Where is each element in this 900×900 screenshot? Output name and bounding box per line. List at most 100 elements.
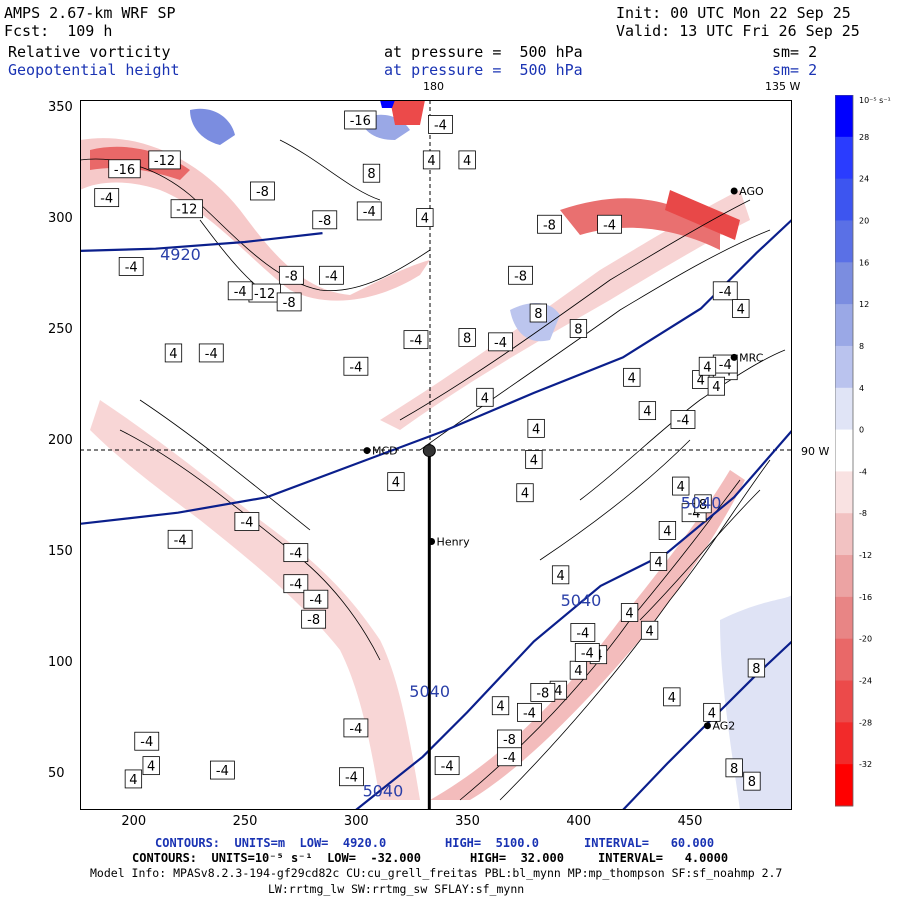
vorticity-label-box [517, 702, 542, 722]
colorbar-level-label: 4 [859, 384, 864, 393]
vorticity-label: 4 [640, 620, 659, 640]
vorticity-label: 4 [458, 150, 476, 170]
colorbar-level-label: 12 [859, 300, 869, 309]
vorticity-label-text: -4 [581, 646, 594, 661]
vorticity-positive-upper-left [190, 108, 235, 145]
vorticity-label-text: -4 [676, 414, 689, 429]
station-marker-mcd [363, 447, 371, 455]
vorticity-label: -4 [209, 760, 235, 780]
vorticity-label: 4 [672, 476, 690, 496]
vorticity-label-box [227, 281, 253, 301]
vorticity-label-box [620, 603, 639, 622]
vorticity-label: 4 [569, 660, 588, 680]
vorticity-label: -8 [276, 292, 302, 312]
colorbar-level-label: 0 [859, 426, 864, 435]
vorticity-label-box [663, 687, 681, 707]
height-contour-label: 4920 [160, 245, 201, 264]
vorticity-label-box [488, 332, 513, 352]
station-label-henry: Henry [437, 536, 471, 549]
vorticity-label-text: -4 [289, 578, 302, 593]
colorbar-level-label: 28 [859, 133, 869, 142]
vorticity-label: -8 [537, 214, 562, 234]
vorticity-label: 4 [663, 687, 681, 707]
vorticity-label: -4 [681, 503, 707, 523]
vorticity-label-box [344, 110, 377, 130]
x-tick-label: 350 [455, 814, 480, 829]
vorticity-label: -8 [508, 265, 533, 285]
x-tick-label: 250 [232, 814, 258, 829]
vorticity-label: -4 [339, 767, 364, 787]
vorticity-label-text: -8 [318, 214, 331, 229]
vorticity-label-box [672, 476, 690, 496]
vorticity-label: -4 [403, 330, 429, 350]
vorticity-label: -4 [343, 356, 369, 376]
colorbar-swatch [835, 220, 853, 263]
vorticity-label: 4 [416, 208, 434, 227]
vorticity-label: -4 [488, 332, 513, 352]
vorticity-label: -4 [283, 574, 309, 594]
vorticity-label-text: -4 [240, 516, 253, 531]
y-tick-label: 200 [48, 432, 73, 448]
vorticity-label-box [712, 281, 738, 301]
colorbar-swatch [835, 471, 853, 514]
vorticity-core-top-blue [380, 100, 395, 108]
vorticity-label-box [458, 328, 476, 347]
vorticity-label-text: -4 [349, 722, 362, 737]
vorticity-label-box [209, 760, 235, 780]
colorbar-level-label: -28 [859, 718, 872, 727]
vorticity-label-text: 4 [737, 303, 745, 318]
vorticity-label-box [597, 214, 622, 234]
vorticity-label-text: 4 [532, 422, 540, 437]
footer-vorticity-contours: CONTOURS: UNITS=10⁻⁵ s⁻¹ LOW= -32.000 [132, 851, 421, 865]
station-label-ago: AGO [739, 185, 764, 198]
vorticity-core-top [390, 100, 425, 125]
pressure-level-height: at pressure = 500 hPa [384, 61, 583, 79]
vorticity-label-text: 4 [169, 347, 177, 362]
vorticity-label-text: -4 [719, 358, 732, 373]
vorticity-label-box [356, 201, 382, 221]
vorticity-label: 8 [694, 494, 712, 514]
vorticity-label-box [508, 265, 533, 285]
vorticity-label-text: -8 [283, 296, 296, 311]
vorticity-label: -8 [301, 609, 327, 629]
model-title: AMPS 2.67-km WRF SP [4, 4, 176, 22]
vorticity-label: 4 [638, 401, 657, 421]
colorbar-swatch [835, 345, 853, 389]
vorticity-label-box [250, 181, 275, 201]
vorticity-label-text: 4 [556, 569, 564, 584]
vorticity-label: -4 [517, 702, 542, 722]
vorticity-contour [499, 459, 771, 801]
vorticity-label-box [537, 214, 562, 234]
vorticity-label: 8 [362, 163, 381, 183]
vorticity-label: -8 [250, 181, 275, 201]
vorticity-label-box [164, 343, 183, 363]
station-label-mcd: MCD [372, 445, 398, 458]
vorticity-label-text: 4 [574, 664, 582, 679]
x-tick-label: 450 [677, 814, 703, 829]
vorticity-label: -4 [319, 265, 344, 285]
vorticity-label-text: 4 [668, 691, 676, 706]
vorticity-band-jet [380, 190, 750, 430]
vorticity-label-text: 4 [496, 700, 504, 715]
footer-height-high: HIGH= 5100.0 [445, 836, 539, 850]
vorticity-contour [139, 399, 311, 531]
y-tick-label: 350 [48, 99, 73, 115]
vorticity-label: 4 [476, 387, 494, 407]
vorticity-label: 4 [649, 552, 668, 571]
vorticity-label: -4 [428, 115, 453, 134]
vorticity-label-box [403, 330, 429, 350]
vorticity-label-text: 4 [421, 212, 429, 227]
vorticity-label-box [148, 150, 181, 170]
valid-time: Valid: 13 UTC Fri 26 Sep 25 [616, 22, 860, 40]
vorticity-label-box [278, 265, 304, 285]
vorticity-label: 4 [525, 450, 543, 469]
vorticity-label-box [707, 376, 725, 396]
colorbar-level-label: -24 [859, 677, 872, 686]
vorticity-label-text: -4 [441, 760, 454, 775]
vorticity-label-box [94, 188, 120, 208]
vorticity-label-text: 8 [699, 498, 707, 513]
pressure-level-vorticity: at pressure = 500 hPa [384, 43, 583, 61]
vorticity-label-box [343, 356, 369, 376]
vorticity-label: -4 [94, 188, 120, 208]
vorticity-label: 4 [491, 696, 510, 716]
